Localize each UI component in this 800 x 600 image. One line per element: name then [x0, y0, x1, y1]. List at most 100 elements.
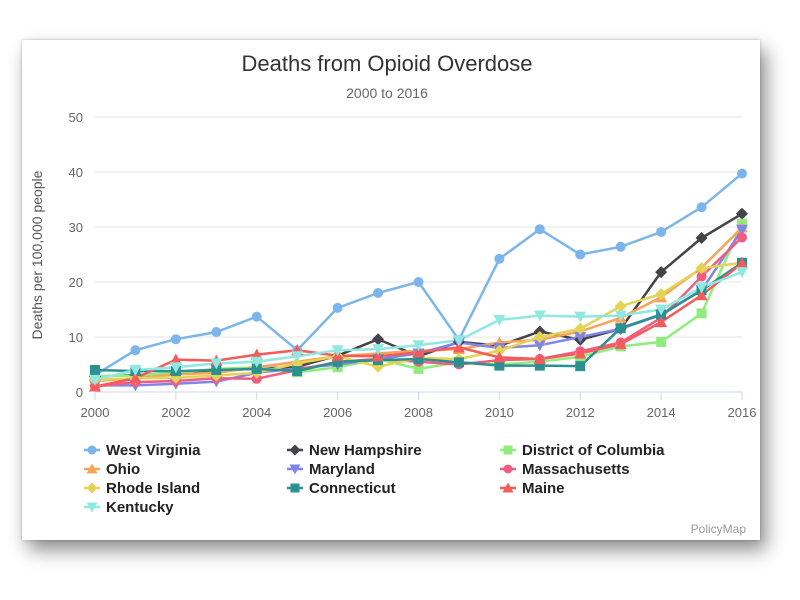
data-point-kentucky[interactable]: [614, 310, 627, 322]
data-point-rhode-island[interactable]: [614, 300, 627, 313]
legend-label: Massachusetts: [522, 461, 630, 478]
data-point-connecticut[interactable]: [615, 323, 626, 334]
data-point-kentucky[interactable]: [736, 267, 748, 279]
data-point-connecticut[interactable]: [332, 356, 343, 367]
data-point-maine[interactable]: [412, 346, 425, 358]
data-point-maryland[interactable]: [736, 224, 748, 236]
data-point-connecticut[interactable]: [211, 365, 222, 375]
x-tick-label: 2002: [161, 405, 190, 420]
data-point-new-hampshire[interactable]: [372, 333, 385, 346]
data-point-district-of-columbia[interactable]: [413, 363, 424, 374]
legend-label: Kentucky: [106, 499, 174, 516]
data-point-west-virginia[interactable]: [251, 311, 262, 322]
data-point-rhode-island[interactable]: [574, 322, 587, 335]
data-point-kentucky[interactable]: [331, 345, 344, 357]
data-point-west-virginia[interactable]: [615, 241, 626, 252]
x-tick-label: 2008: [404, 405, 433, 420]
data-point-connecticut[interactable]: [453, 357, 464, 368]
data-point-connecticut[interactable]: [292, 366, 303, 377]
legend-item-district-of-columbia[interactable]: District of Columbia: [500, 442, 665, 459]
data-point-rhode-island[interactable]: [533, 331, 546, 343]
x-tick-label: 2014: [647, 405, 676, 420]
data-point-massachusetts[interactable]: [696, 271, 707, 282]
legend-item-new-hampshire[interactable]: New Hampshire: [287, 442, 422, 459]
legend-label: Ohio: [106, 461, 140, 478]
data-point-connecticut[interactable]: [494, 360, 505, 371]
data-point-west-virginia[interactable]: [696, 202, 707, 213]
legend-marker-icon: [502, 482, 514, 493]
data-point-west-virginia[interactable]: [170, 334, 181, 345]
data-point-west-virginia[interactable]: [494, 253, 505, 264]
data-point-kentucky[interactable]: [169, 362, 182, 374]
legend-label: West Virginia: [106, 442, 201, 459]
data-point-kentucky[interactable]: [655, 304, 668, 316]
data-point-maine[interactable]: [533, 353, 546, 364]
data-point-kentucky[interactable]: [250, 356, 263, 368]
data-point-kentucky[interactable]: [291, 351, 304, 363]
data-point-kentucky[interactable]: [695, 282, 708, 294]
y-tick-label: 40: [69, 165, 83, 180]
data-point-kentucky[interactable]: [493, 314, 506, 326]
data-point-kentucky[interactable]: [452, 335, 465, 347]
credit-label[interactable]: PolicyMap: [691, 522, 747, 536]
legend-item-kentucky[interactable]: Kentucky: [84, 499, 174, 516]
data-point-west-virginia[interactable]: [373, 288, 384, 298]
legend-item-ohio[interactable]: Ohio: [84, 461, 140, 478]
data-point-connecticut[interactable]: [251, 363, 262, 374]
data-point-kentucky[interactable]: [574, 311, 587, 323]
data-point-maine[interactable]: [452, 341, 465, 353]
data-point-massachusetts[interactable]: [737, 232, 747, 243]
legend-item-rhode-island[interactable]: Rhode Island: [84, 480, 200, 497]
legend-marker-icon: [290, 483, 300, 493]
legend-marker-icon: [503, 445, 513, 455]
data-point-connecticut[interactable]: [413, 354, 424, 364]
legend-item-connecticut[interactable]: Connecticut: [287, 480, 396, 497]
data-point-massachusetts[interactable]: [251, 373, 262, 384]
data-point-maine[interactable]: [169, 353, 182, 365]
data-point-west-virginia[interactable]: [130, 345, 141, 356]
y-tick-label: 10: [69, 330, 83, 345]
legend-item-west-virginia[interactable]: West Virginia: [84, 442, 201, 459]
data-point-kentucky[interactable]: [129, 365, 142, 376]
data-point-rhode-island[interactable]: [493, 344, 506, 357]
data-point-west-virginia[interactable]: [413, 277, 424, 287]
data-point-kentucky[interactable]: [372, 344, 385, 356]
data-point-kentucky[interactable]: [412, 340, 425, 352]
data-point-rhode-island[interactable]: [655, 288, 668, 301]
data-point-rhode-island[interactable]: [695, 262, 708, 275]
legend-item-massachusetts[interactable]: Massachusetts: [500, 461, 630, 478]
data-point-west-virginia[interactable]: [575, 249, 586, 260]
data-point-maryland[interactable]: [533, 340, 546, 352]
data-point-district-of-columbia[interactable]: [656, 336, 667, 347]
data-point-district-of-columbia[interactable]: [696, 308, 707, 319]
data-point-kentucky[interactable]: [210, 358, 223, 370]
line-chart: Deaths from Opioid Overdose 2000 to 2016…: [29, 51, 756, 536]
data-point-maine[interactable]: [574, 347, 587, 359]
data-point-connecticut[interactable]: [90, 365, 100, 375]
data-point-connecticut[interactable]: [575, 361, 586, 372]
data-point-west-virginia[interactable]: [534, 224, 545, 235]
data-point-new-hampshire[interactable]: [736, 207, 748, 220]
legend-item-maine[interactable]: Maine: [500, 480, 565, 497]
data-point-maine[interactable]: [614, 338, 627, 350]
data-point-maine[interactable]: [493, 351, 506, 363]
data-point-maine[interactable]: [129, 372, 142, 384]
data-point-maine[interactable]: [372, 350, 385, 362]
data-point-kentucky[interactable]: [89, 374, 101, 386]
data-point-connecticut[interactable]: [534, 360, 545, 371]
data-point-maryland[interactable]: [574, 332, 587, 343]
data-point-maine[interactable]: [695, 289, 708, 301]
legend-item-maryland[interactable]: Maryland: [287, 461, 375, 478]
legend-label: Maine: [522, 480, 565, 497]
x-tick-label: 2012: [566, 405, 595, 420]
data-point-kentucky[interactable]: [533, 310, 546, 322]
data-point-maine[interactable]: [655, 316, 668, 328]
data-point-maine[interactable]: [736, 257, 748, 269]
data-point-west-virginia[interactable]: [737, 168, 747, 179]
data-point-west-virginia[interactable]: [211, 327, 222, 338]
data-point-new-hampshire[interactable]: [655, 266, 668, 279]
data-point-new-hampshire[interactable]: [695, 232, 708, 244]
data-point-west-virginia[interactable]: [656, 226, 667, 237]
data-point-maine[interactable]: [89, 380, 101, 392]
data-point-west-virginia[interactable]: [332, 302, 343, 313]
